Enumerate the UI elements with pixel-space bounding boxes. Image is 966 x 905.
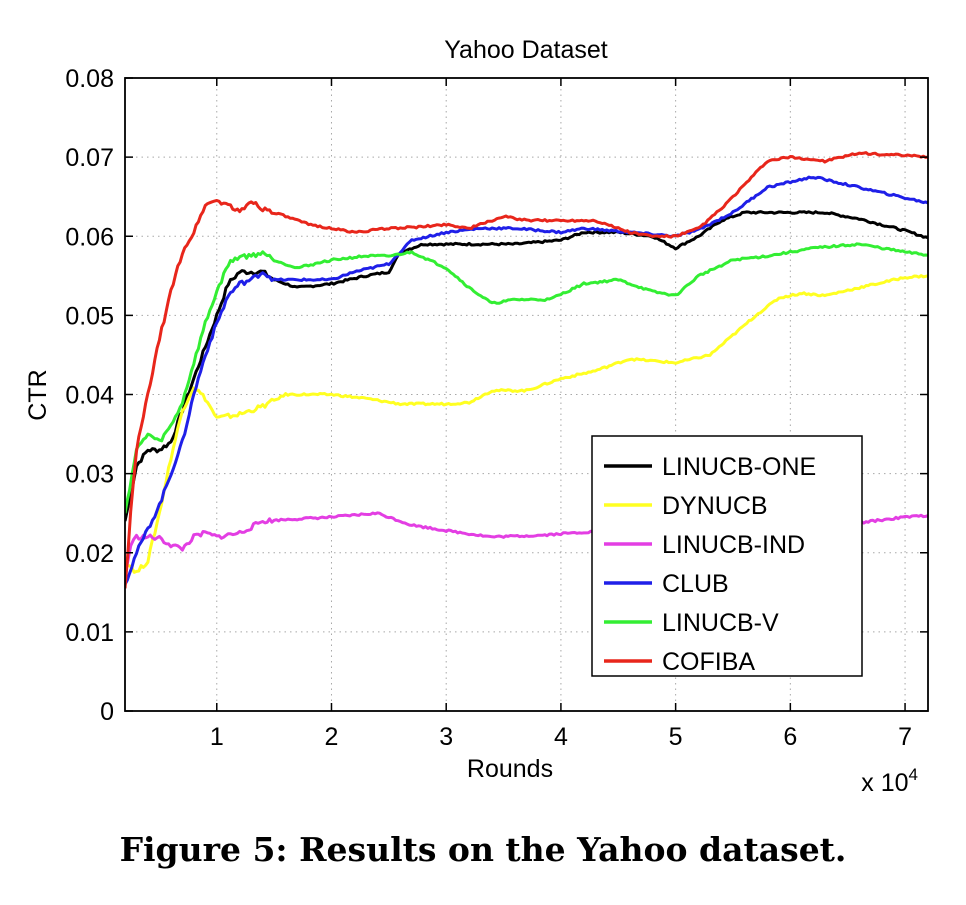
y-tick-label: 0.05 [65,302,114,330]
x-tick-label: 7 [898,723,912,751]
x-tick-label: 2 [325,723,339,751]
x-tick-label: 3 [439,723,453,751]
data-series [125,151,928,589]
legend-label: DYNUCB [662,492,768,520]
legend-label: COFIBA [662,648,755,676]
y-tick-label: 0 [100,698,114,726]
x-tick-label: 6 [783,723,797,751]
legend-label: LINUCB-IND [662,531,805,559]
y-tick-label: 0.03 [65,461,114,489]
y-tick-label: 0.01 [65,619,114,647]
legend-box [591,435,863,677]
x-tick-label: 5 [669,723,683,751]
y-tick-label: 0.07 [65,144,114,172]
legend-label: LINUCB-V [662,609,779,637]
series-line-club [125,175,928,586]
x-tick-label: 1 [210,723,224,751]
y-tick-label: 0.08 [65,65,114,93]
chart-title: Yahoo Dataset [444,36,608,64]
y-axis-label: CTR [24,369,52,420]
legend-label: LINUCB-ONE [662,453,816,481]
figure-caption: Figure 5: Results on the Yahoo dataset. [119,830,847,869]
x-multiplier-label: x 104 [861,765,918,797]
y-tick-label: 0.04 [65,382,114,410]
grid-lines [125,78,928,711]
legend-label: CLUB [662,570,729,598]
x-axis-label: Rounds [467,755,553,783]
series-line-dynucb [125,274,928,574]
series-line-linucb-v [125,242,928,514]
series-line-cofiba [125,151,928,589]
legend: LINUCB-ONE DYNUCB LINUCB-IND CLUB LINUCB-V CO… [591,435,863,677]
x-multiplier-exponent: 4 [909,765,918,784]
y-tick-label: 0.06 [65,223,114,251]
axis-ticks: 1 2 3 4 5 6 7 0 0.01 0.02 0.03 0.04 0.05 0.06 0.07 0.08 [65,65,928,751]
x-tick-label: 4 [554,723,568,751]
y-tick-label: 0.02 [65,540,114,568]
line-chart: 1 2 3 4 5 6 7 0 0.01 0.02 0.03 0.04 0.05 0.06 0.07 0.08… [24,36,929,797]
series-line-linucb-one [125,210,928,522]
